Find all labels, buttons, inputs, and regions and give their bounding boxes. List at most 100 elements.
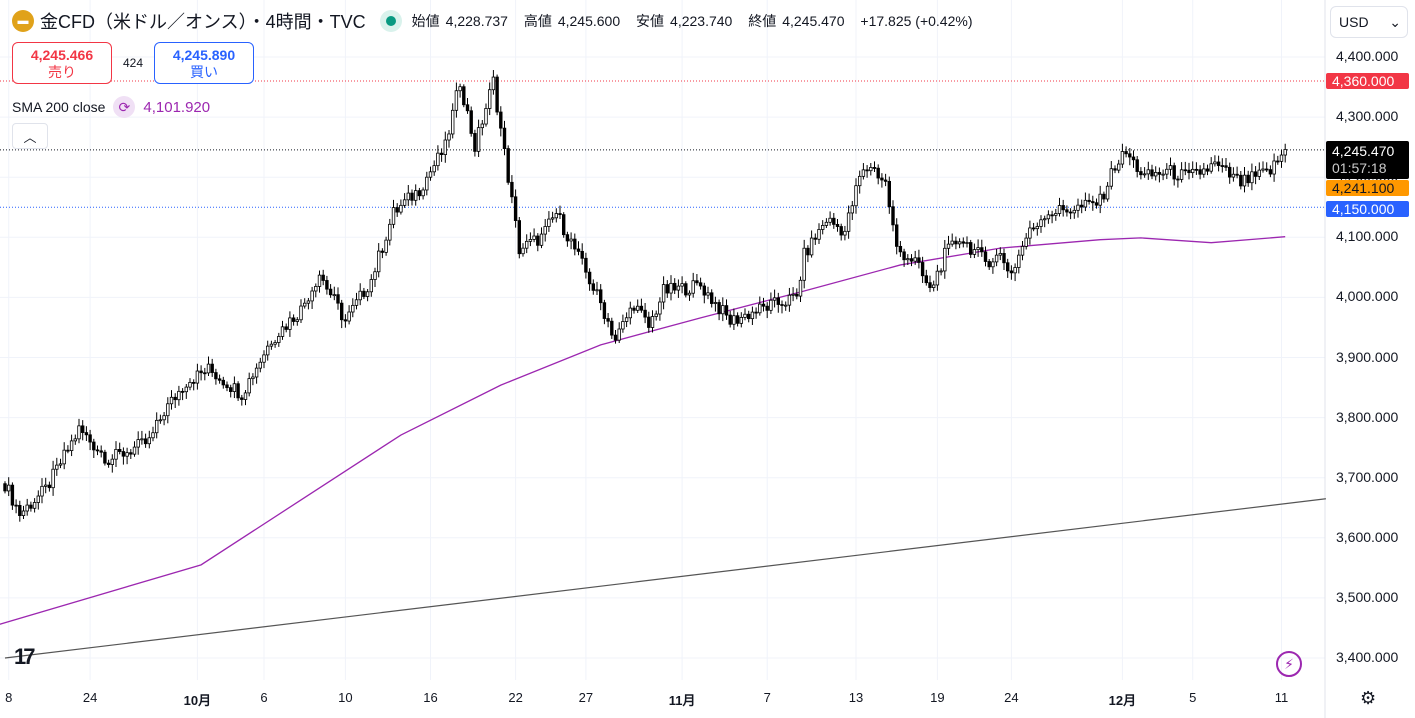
candle-body [1031, 227, 1036, 230]
collapse-legend-button[interactable]: ︿ [12, 123, 48, 149]
candle-body [658, 301, 662, 315]
lightning-icon[interactable]: ⚡ [1276, 651, 1302, 677]
candle-body [147, 437, 151, 445]
candle-body [40, 485, 44, 497]
currency-select[interactable]: USD ⌄ [1330, 6, 1408, 38]
candle-body [210, 363, 214, 373]
candle-body [143, 438, 148, 445]
candle-body [639, 305, 644, 311]
candle-body [406, 192, 410, 201]
low-value: 4,223.740 [670, 13, 733, 29]
refresh-icon[interactable]: ⟳ [113, 96, 136, 118]
y-tick-label: 3,700.000 [1336, 468, 1399, 485]
x-tick-label: 10 [338, 690, 353, 705]
candle-body [569, 238, 573, 242]
candle-body [869, 167, 873, 172]
candle-body [1120, 151, 1125, 165]
candle-body [536, 235, 540, 246]
sell-button[interactable]: 4,245.466 売り [12, 42, 112, 84]
tradingview-logo[interactable]: 17 [14, 644, 36, 669]
candle-body [654, 313, 658, 317]
candle-body [1050, 214, 1054, 217]
y-tick-label: 3,400.000 [1336, 649, 1399, 665]
candle-body [221, 379, 225, 386]
candle-body [3, 483, 7, 492]
candle-body [450, 109, 455, 135]
candle-body [121, 451, 126, 457]
candle-body [436, 152, 440, 167]
candle-body [1202, 168, 1206, 175]
sell-label: 売り [48, 64, 76, 80]
candle-body [710, 292, 714, 304]
candle-body [843, 230, 847, 236]
spread: 424 [122, 56, 144, 70]
candle-body [706, 292, 710, 296]
candle-body [702, 285, 706, 296]
candle-body [225, 384, 229, 389]
candle-body [713, 302, 718, 304]
candle-body [103, 451, 107, 464]
candle-body [543, 226, 547, 235]
candle-body [1039, 219, 1043, 227]
settings-gear-icon[interactable]: ⚙ [1360, 688, 1377, 708]
candle-body [18, 505, 22, 516]
symbol-title[interactable]: 金CFD（米ドル／オンス）・4時間・TVC [40, 12, 366, 32]
buy-button[interactable]: 4,245.890 買い [154, 42, 254, 84]
candle-body [240, 397, 244, 400]
candle-body [321, 274, 325, 281]
candle-body [717, 302, 721, 315]
x-tick-label: 22 [508, 690, 523, 705]
candle-body [469, 110, 473, 134]
candle-body [969, 242, 973, 255]
candle-body [417, 190, 422, 197]
candle-body [280, 326, 285, 337]
candle-body [1080, 204, 1084, 208]
candle-body [339, 302, 344, 321]
candle-body [169, 396, 174, 405]
sma-legend[interactable]: SMA 200 close ⟳ 4,101.920 [12, 96, 210, 118]
candle-body [277, 336, 281, 343]
candle-body [66, 449, 70, 452]
candle-body [10, 484, 15, 506]
candle-body [1094, 202, 1099, 206]
candle-body [1072, 209, 1076, 214]
candle-body [1161, 173, 1165, 176]
candle-body [428, 171, 433, 178]
candle-body [140, 438, 144, 441]
candle-body [946, 243, 951, 249]
candle-body [81, 425, 85, 433]
candle-body [1272, 160, 1276, 175]
candle-body [724, 305, 729, 316]
change-value: +17.825 (+0.42%) [860, 13, 973, 29]
candle-body [758, 303, 762, 314]
candle-body [458, 86, 462, 92]
candle-body [7, 484, 11, 492]
candle-body [1157, 172, 1162, 175]
candle-body [1194, 168, 1199, 171]
candle-body [850, 205, 854, 214]
alert-price-tag[interactable]: 4,360.000 [1326, 73, 1409, 89]
sell-price: 4,245.466 [30, 47, 94, 63]
x-tick-label: 5 [1189, 690, 1197, 705]
chevron-up-icon: ︿ [23, 129, 37, 145]
blue-price-tag[interactable]: 4,150.000 [1326, 201, 1409, 217]
candle-body [1242, 174, 1247, 187]
candle-body [258, 361, 262, 369]
candle-body [487, 89, 492, 109]
candle-body [1172, 165, 1176, 180]
candle-body [935, 270, 940, 286]
candle-body [195, 370, 200, 384]
candle-body [673, 282, 677, 291]
candle-body [1216, 161, 1221, 166]
candle-body [721, 305, 725, 315]
candle-body [1128, 153, 1132, 158]
y-tick-label: 3,600.000 [1336, 528, 1399, 545]
candle-body [129, 452, 133, 455]
market-open-icon [379, 10, 402, 32]
candle-body [376, 250, 381, 273]
candle-body [1283, 149, 1287, 156]
candle-body [32, 502, 37, 509]
ohlc-values: 始値 4,228.737 高値 4,245.600 安値 4,223.740 終値 4,… [412, 11, 979, 31]
candle-body [961, 241, 965, 244]
